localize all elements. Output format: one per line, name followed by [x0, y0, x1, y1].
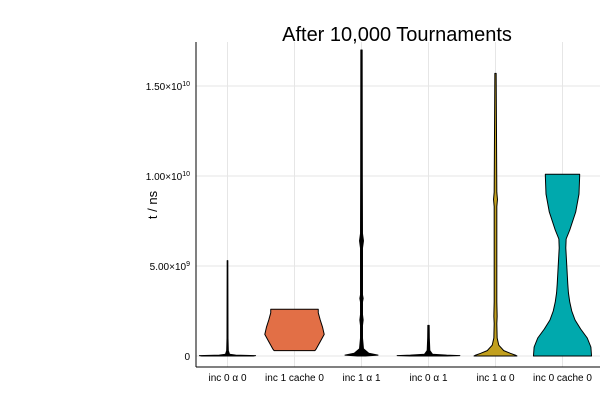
x-tick-labels: inc 0 α 0 inc 1 cache 0 inc 1 α 1 inc 0 α 1…: [208, 373, 592, 384]
x-tick-label: inc 1 cache 0: [265, 373, 324, 384]
x-tick-label: inc 0 α 0: [208, 373, 246, 384]
y-tick-label: 5.00×109: [150, 261, 190, 273]
axes: [195, 42, 600, 368]
y-tick-labels: 0 5.00×109 1.00×1010 1.50×1010: [146, 81, 191, 363]
y-axis-label: t / ns: [145, 190, 160, 219]
violin-1: [264, 308, 325, 352]
violin-5: [532, 173, 593, 357]
grid-lines: [196, 42, 600, 367]
x-tick-label: inc 1 α 1: [342, 373, 380, 384]
y-tick-label: 1.00×1010: [146, 171, 190, 183]
violins: [198, 49, 593, 357]
violin-2: [344, 49, 379, 357]
x-tick-label: inc 0 α 1: [409, 373, 447, 384]
chart-title: After 10,000 Tournaments: [282, 24, 512, 46]
x-tick-label: inc 0 cache 0: [533, 373, 592, 384]
x-tick-label: inc 1 α 0: [476, 373, 514, 384]
violin-0: [198, 260, 257, 357]
violin-3: [396, 324, 461, 357]
y-tick-label: 0: [184, 352, 190, 363]
y-tick-label: 1.50×1010: [146, 81, 190, 93]
violin-4: [473, 72, 518, 357]
